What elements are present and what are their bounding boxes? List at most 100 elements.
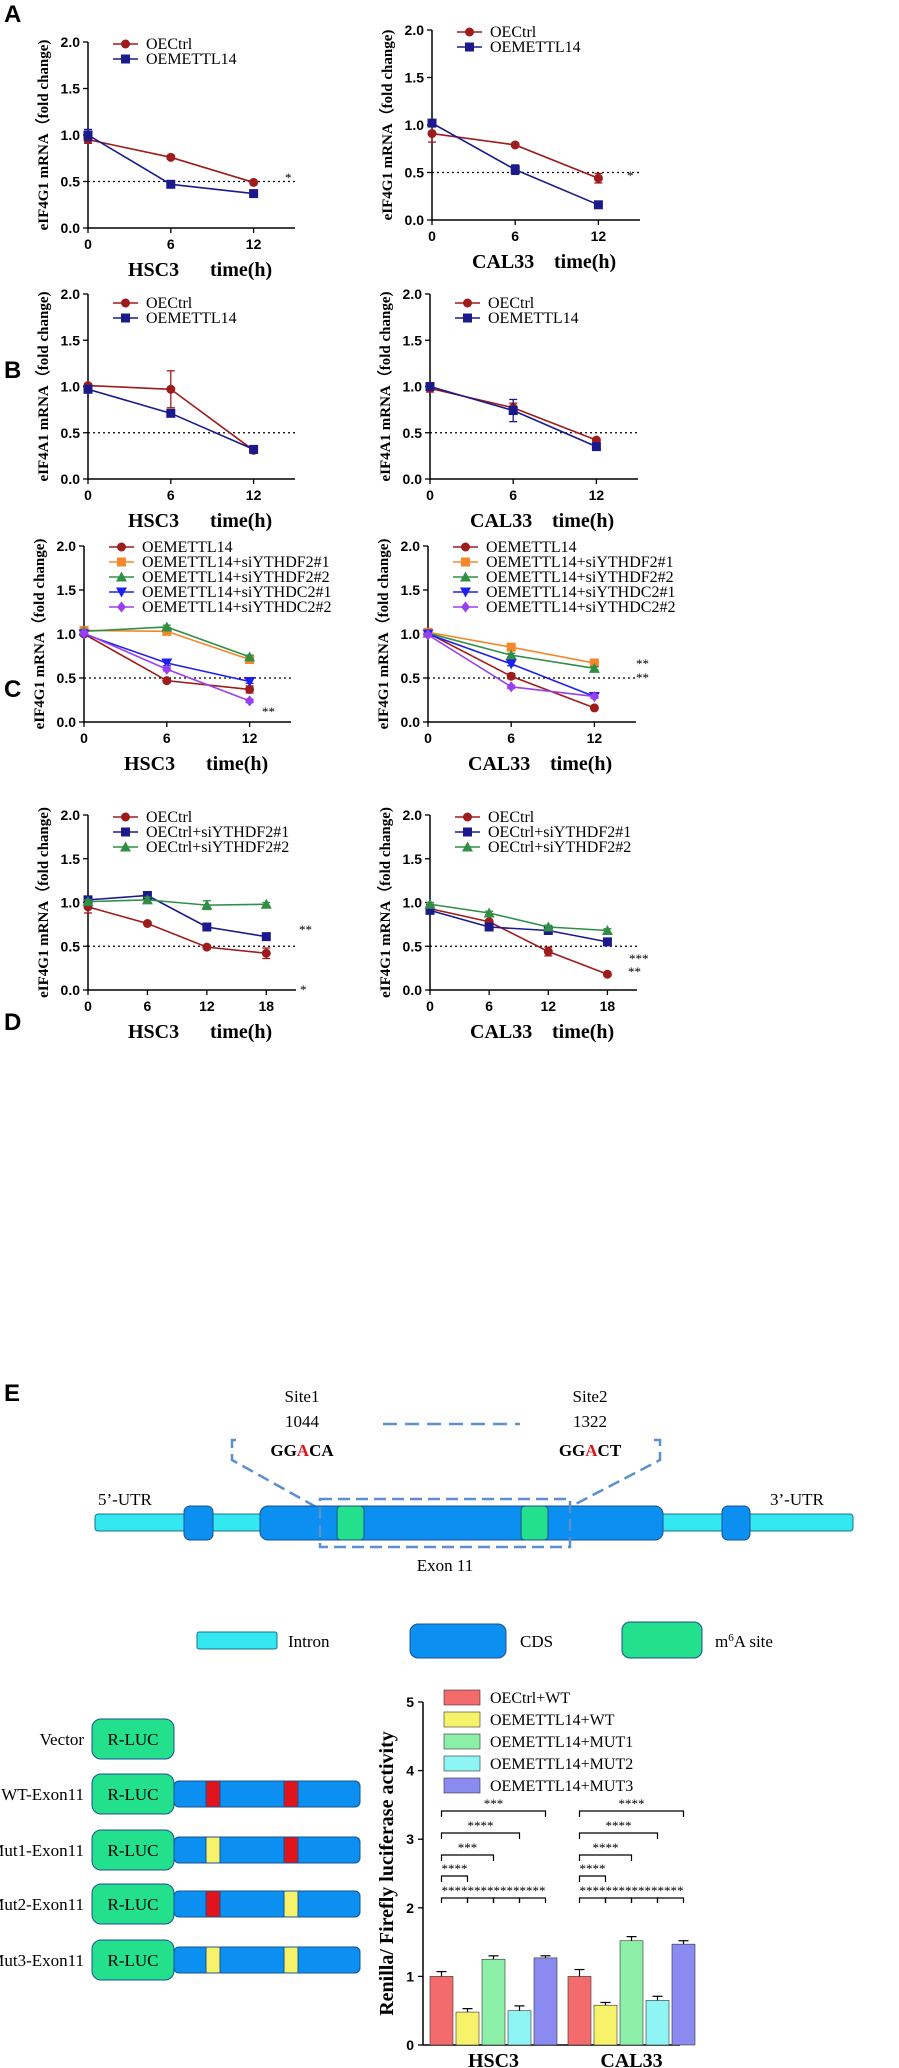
legend-label: OECtrl+siYTHDF2#1 <box>146 824 289 841</box>
legend-marker <box>463 298 472 308</box>
luc-box <box>91 1718 175 1760</box>
line-chart-a-cal33: 0.0 0.5 1.0 1.5 2.0 0 6 12 eIF4G1 mRNA（fold chan… <box>378 22 640 273</box>
y-tick-label: 1.5 <box>61 851 81 867</box>
series-line <box>429 903 608 932</box>
sig-label: **** <box>606 1818 632 1833</box>
x-tick-label: 6 <box>509 487 517 503</box>
y-tick-label: 2.0 <box>61 807 81 823</box>
y-axis-label: eIF4G1 mRNA（fold change) <box>378 30 396 221</box>
bar-OEMETTL14+MUT3-HSC3 <box>533 1957 558 2046</box>
data-point <box>506 642 516 652</box>
legend-label: OEMETTL14+MUT2 <box>490 1756 633 1773</box>
category-label: HSC3 <box>468 2050 519 2068</box>
legend-label: OEMETTL14+siYTHDF2#1 <box>486 554 674 571</box>
data-point <box>506 671 516 681</box>
series-OEMETTL14+siYTHDC2#2 <box>79 627 255 707</box>
line-chart-d-cal33: 0.0 0.5 1.0 1.5 2.0 0 6 12 18 eIF4G1 mRNA（fold ch… <box>376 807 649 1043</box>
series-OECtrl <box>425 903 612 979</box>
panel-label-a: A <box>4 1 21 28</box>
legend-marker <box>461 557 470 567</box>
sig-label-adjacent: **** <box>520 1883 546 1898</box>
sig-label: **** <box>468 1818 494 1833</box>
bar-OEMETTL14+MUT1-HSC3 <box>481 1958 506 2046</box>
luc-label: R-LUC <box>108 1895 159 1914</box>
data-point <box>249 189 259 199</box>
legend-label: OECtrl <box>488 809 535 826</box>
data-point <box>589 703 599 713</box>
construct-Mut1-Exon11: Mut1-Exon11 R-LUC <box>0 1829 361 1871</box>
site1-position: 1044 <box>285 1412 320 1431</box>
data-point <box>202 942 212 952</box>
data-point <box>588 662 600 673</box>
line-chart-c-cal33: 0.0 0.5 1.0 1.5 2.0 0 6 12 eIF4G1 mRNA（fold chan… <box>374 538 675 775</box>
data-point <box>161 658 173 669</box>
series-OECtrl <box>83 135 259 187</box>
gene-structure-diagram: Site2 Site1 1044 1322 GGACA GGACT 5’-UTR… <box>94 1387 854 1659</box>
site2-box <box>283 1946 299 1974</box>
x-tick-label: 0 <box>424 730 432 746</box>
site2-box <box>283 1836 299 1864</box>
y-tick-label: 0.5 <box>403 938 423 954</box>
sig-label-adjacent: **** <box>632 1883 658 1898</box>
cell-line-label: HSC3 <box>128 259 179 281</box>
x-tick-label: 0 <box>426 998 434 1014</box>
legend-marker <box>121 298 130 308</box>
legend-label: OEMETTL14+siYTHDC2#1 <box>486 584 675 601</box>
data-point <box>202 922 212 932</box>
y-tick-label: 1.5 <box>401 582 421 598</box>
x-axis-label: time(h) <box>210 259 272 281</box>
legend-marker <box>121 827 130 837</box>
data-point <box>601 925 613 935</box>
line-chart-d-hsc3: 0.0 0.5 1.0 1.5 2.0 0 6 12 18 eIF4G1 mRNA（fold ch… <box>34 807 312 1043</box>
data-point <box>141 894 153 905</box>
y-tick-label: 1.0 <box>61 895 81 911</box>
data-point <box>166 408 176 418</box>
x-tick-label: 6 <box>167 236 175 252</box>
legend-label: OECtrl+siYTHDF2#1 <box>488 824 631 841</box>
data-point <box>83 130 93 140</box>
series-OEMETTL14 <box>83 384 259 454</box>
y-tick-label: 0.5 <box>61 938 81 954</box>
y-tick-label: 4 <box>406 1763 414 1779</box>
y-tick-label: 2 <box>406 1900 414 1916</box>
cell-line-label: CAL33 <box>468 753 530 775</box>
sig-label: **** <box>442 1861 468 1876</box>
y-tick-label: 0.0 <box>403 982 423 998</box>
series-OEMETTL14+siYTHDF2#1 <box>79 625 255 665</box>
sig-label-adjacent: **** <box>580 1883 606 1898</box>
construct-Mut2-Exon11: Mut2-Exon11 R-LUC <box>0 1883 361 1925</box>
site1-box <box>205 1836 221 1864</box>
line-chart-b-hsc3: 0.0 0.5 1.0 1.5 2.0 0 6 12 eIF4A1 mRNA（fold chan… <box>34 286 295 532</box>
series-OECtrl <box>83 900 271 960</box>
sig-bracket-adjacent <box>440 1897 469 1903</box>
data-point <box>425 905 435 915</box>
sig-label-adjacent: **** <box>606 1883 632 1898</box>
bar-OEMETTL14+WT-HSC3 <box>455 2011 480 2046</box>
data-point <box>510 140 520 150</box>
legend-marker <box>121 812 130 822</box>
exon-right <box>721 1505 751 1541</box>
cell-line-label: HSC3 <box>124 753 175 775</box>
legend-label: OEMETTL14+siYTHDC2#1 <box>142 584 331 601</box>
x-tick-label: 12 <box>242 730 258 746</box>
y-tick-label: 0.5 <box>61 174 81 190</box>
category-label: CAL33 <box>600 2050 662 2068</box>
significance-mark: *** <box>629 951 649 966</box>
legend-cds-label: CDS <box>520 1632 553 1651</box>
data-point <box>510 165 520 175</box>
legend-marker <box>117 542 126 552</box>
data-point <box>423 629 433 641</box>
legend-swatch <box>443 1689 481 1706</box>
exon-box <box>173 1890 361 1918</box>
data-point <box>483 907 495 918</box>
y-axis-label: eIF4G1 mRNA（fold change) <box>34 40 52 231</box>
cell-line-label: HSC3 <box>128 1021 179 1043</box>
sig-label-adjacent: **** <box>658 1883 684 1898</box>
x-tick-label: 6 <box>507 730 515 746</box>
legend-label: OEMETTL14 <box>490 39 581 56</box>
y-tick-label: 2.0 <box>61 34 81 50</box>
luc-label: R-LUC <box>108 1785 159 1804</box>
luciferase-bar-chart: 0 1 2 3 4 5 Renilla/ Firefly luciferase activi… <box>376 1689 696 2068</box>
legend-label: OEMETTL14 <box>146 51 237 68</box>
sig-bracket-adjacent <box>604 1897 633 1903</box>
